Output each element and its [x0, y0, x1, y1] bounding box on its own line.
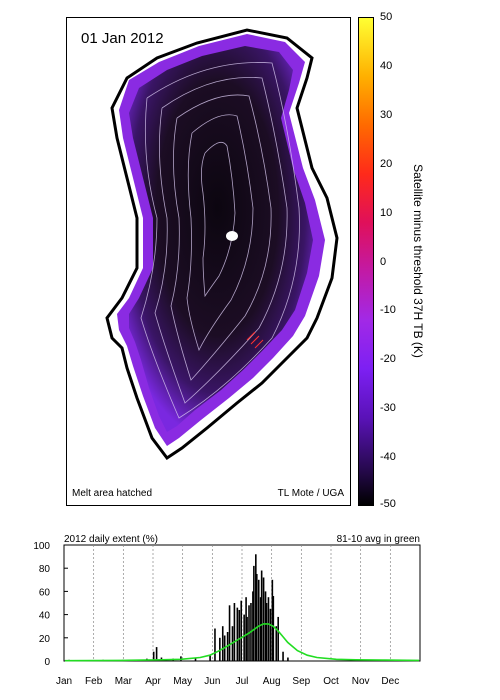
extent-bar [252, 591, 254, 661]
coastline [105, 28, 339, 461]
x-tick-label: Jul [236, 676, 249, 687]
colorbar [358, 17, 374, 506]
x-tick-label: Sep [292, 676, 310, 687]
melt-hatch [246, 331, 264, 349]
extent-bar [272, 596, 275, 661]
extent-bar [271, 579, 274, 661]
extent-bar [265, 603, 268, 661]
colorbar-tick: -10 [380, 304, 396, 316]
x-tick-label: Dec [381, 676, 399, 687]
extent-bar [262, 577, 265, 661]
daily-extent-chart: 2012 daily extent (%) 81-10 avg in green… [33, 534, 421, 687]
extent-bar [287, 657, 289, 661]
greenland-map [105, 28, 339, 461]
colorbar-tick: 10 [380, 207, 393, 219]
x-tick-label: Jan [56, 676, 72, 687]
ice-sheet-interior [129, 46, 313, 432]
melt-area-note: Melt area hatched [72, 488, 153, 499]
extent-bar [243, 614, 245, 661]
y-tick-label: 0 [44, 657, 50, 668]
extent-bar [240, 600, 243, 661]
melt-map-panel: 01 Jan 2012 Melt area hatched TL Mote / … [66, 17, 351, 506]
x-tick-label: Nov [352, 676, 370, 687]
x-tick-label: Apr [145, 676, 161, 687]
extent-bar [267, 597, 270, 661]
extent-bar [253, 565, 255, 661]
credit-label: TL Mote / UGA [277, 488, 344, 499]
chart-title: 2012 daily extent (%) [64, 534, 158, 545]
colorbar-label-text: Satellite minus threshold 37H TB (K) [411, 164, 425, 358]
elevation-contours [140, 62, 300, 419]
extent-bar [264, 591, 267, 661]
colorbar-tick: -30 [380, 402, 396, 414]
extent-bar [277, 616, 279, 661]
extent-bar [219, 637, 221, 661]
extent-bar [269, 608, 272, 661]
daily-extent-bars [68, 554, 289, 661]
y-tick-label: 80 [39, 564, 51, 575]
extent-bar [282, 651, 284, 661]
extent-bar [155, 647, 158, 661]
x-tick-label: May [173, 676, 192, 687]
x-tick-label: Mar [115, 676, 133, 687]
y-tick-label: 60 [39, 587, 51, 598]
extent-bar [245, 597, 247, 661]
extent-bar [152, 651, 155, 661]
extent-bar [228, 605, 231, 661]
y-tick-label: 20 [39, 634, 51, 645]
y-tick-label: 100 [33, 541, 50, 552]
avg-extent-line [64, 623, 420, 662]
extent-bar [275, 626, 278, 661]
extent-bar [236, 607, 239, 661]
extent-bar [246, 616, 248, 661]
extent-bar [194, 657, 197, 661]
extent-bar [255, 554, 257, 661]
extent-bar [260, 570, 263, 661]
x-tick-label: Aug [263, 676, 281, 687]
extent-bar [214, 628, 216, 661]
x-axis-ticks: Jan Feb Mar Apr May Jun Jul Aug Sep Oct Nov Dec [56, 676, 399, 687]
extent-bar [259, 597, 262, 661]
extent-bar [221, 626, 224, 661]
x-tick-label: Feb [85, 676, 103, 687]
extent-bar [238, 609, 241, 661]
colorbar-tick: 30 [380, 109, 393, 121]
colorbar-tick: 50 [380, 11, 393, 23]
colorbar-tick: 0 [380, 256, 387, 268]
y-axis-ticks: 0 20 40 60 80 100 [33, 541, 68, 668]
chart-annotation: 81-10 avg in green [337, 534, 420, 545]
y-tick-label: 40 [39, 611, 51, 622]
x-tick-label: Oct [323, 676, 339, 687]
extent-bar [209, 655, 211, 661]
extent-bar [233, 603, 236, 661]
colorbar-tick: 20 [380, 158, 393, 170]
colorbar-tick: -50 [380, 498, 396, 510]
extent-bar [255, 574, 258, 661]
extent-bar [257, 579, 260, 661]
colorbar-tick: -40 [380, 451, 396, 463]
interior-nunatak [226, 231, 238, 241]
colorbar-tick: -20 [380, 353, 396, 365]
map-date: 01 Jan 2012 [81, 30, 164, 47]
x-tick-label: Jun [204, 676, 220, 687]
colorbar-tick: 40 [380, 60, 393, 72]
